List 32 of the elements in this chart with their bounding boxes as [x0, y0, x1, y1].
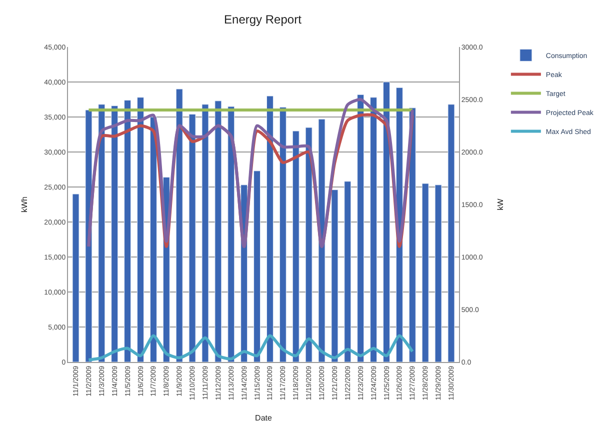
bar	[266, 96, 274, 362]
bar	[422, 183, 429, 362]
bar	[85, 110, 92, 362]
bar	[383, 82, 390, 362]
bar	[292, 130, 300, 362]
bar	[279, 106, 286, 362]
bar	[357, 94, 364, 362]
bar	[202, 104, 209, 362]
bar	[150, 116, 157, 362]
bar	[228, 106, 235, 362]
bar	[344, 181, 352, 362]
bar	[188, 114, 196, 362]
bar	[72, 194, 80, 362]
line-series	[87, 334, 414, 362]
y2-axis-title: kW	[496, 198, 506, 210]
x-axis-title: Date	[255, 413, 272, 422]
bar	[111, 106, 118, 362]
bar	[434, 184, 442, 362]
bar	[370, 97, 378, 362]
chart-title: Energy Report	[224, 12, 302, 27]
bar	[408, 108, 416, 362]
bar	[318, 118, 326, 362]
bar	[214, 100, 222, 362]
bar	[124, 100, 132, 362]
bar	[176, 88, 183, 362]
bar	[305, 127, 312, 362]
bar	[98, 104, 106, 362]
bar	[331, 190, 338, 362]
y-axis-title: kWh	[20, 196, 29, 212]
bar	[254, 170, 261, 362]
bar	[137, 97, 144, 362]
bar	[448, 104, 455, 362]
